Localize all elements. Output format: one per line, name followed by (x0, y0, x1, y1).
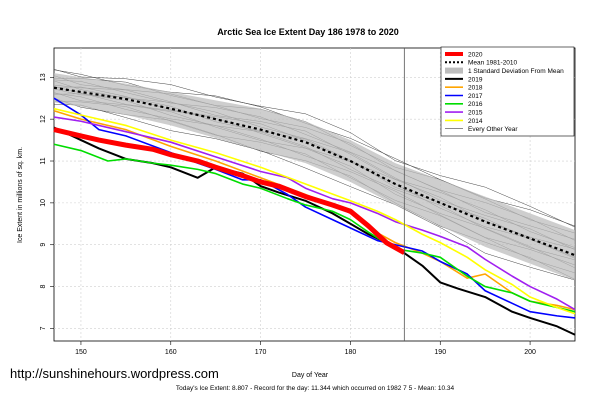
legend-label: 2015 (468, 110, 483, 117)
legend-label: Mean 1981-2010 (468, 60, 518, 67)
y-tick-label: 9 (40, 243, 47, 247)
series-line-2016 (53, 143, 576, 313)
footer-text: Today's Ice Extent: 8.807 - Record for t… (176, 385, 455, 392)
x-tick-label: 160 (165, 349, 177, 356)
legend-label: 2019 (468, 76, 483, 83)
mean-line (53, 86, 576, 257)
x-axis-label: Day of Year (292, 372, 329, 379)
legend-label: 2020 (468, 51, 483, 58)
series-line-2020 (53, 127, 406, 255)
other-year-line (53, 103, 576, 281)
legend-label: 1 Standard Deviation From Mean (468, 68, 564, 75)
x-tick-label: 150 (75, 349, 87, 356)
series-group (53, 48, 576, 341)
y-tick-label: 12 (40, 115, 47, 123)
y-tick-label: 7 (40, 326, 47, 330)
x-tick-label: 200 (524, 349, 536, 356)
y-tick-label: 11 (40, 157, 47, 164)
x-tick-label: 170 (255, 349, 267, 356)
series-line-2017 (53, 97, 576, 319)
other-year-line (53, 69, 576, 228)
x-tick-label: 190 (434, 349, 446, 356)
std-band (53, 73, 576, 281)
watermark: http://sunshinehours.wordpress.com (10, 366, 219, 381)
legend-label: 2014 (468, 118, 483, 125)
legend-label: 2016 (468, 101, 483, 108)
legend-label: 2017 (468, 93, 483, 100)
std-deviation-band (54, 73, 575, 281)
chart-title: Arctic Sea Ice Extent Day 186 1978 to 20… (217, 27, 399, 37)
y-tick-label: 8 (40, 285, 47, 289)
x-axis-ticks: 150 160 170 180 190 200 (75, 341, 536, 356)
plot-frame (53, 47, 576, 342)
legend-label: 2018 (468, 85, 483, 92)
x-tick-label: 180 (345, 349, 357, 356)
series-line-2014 (53, 107, 576, 315)
y-axis-label: Ice Extent in millions of sq. km. (17, 147, 24, 243)
series-line-2015 (53, 116, 576, 311)
legend-label: Every Other Year (468, 126, 518, 133)
y-axis-ticks: 7 8 9 10 11 12 13 (40, 73, 54, 330)
legend-swatch (445, 67, 463, 74)
legend-box (440, 46, 575, 137)
y-tick-label: 13 (40, 73, 47, 81)
y-tick-label: 10 (40, 199, 47, 207)
